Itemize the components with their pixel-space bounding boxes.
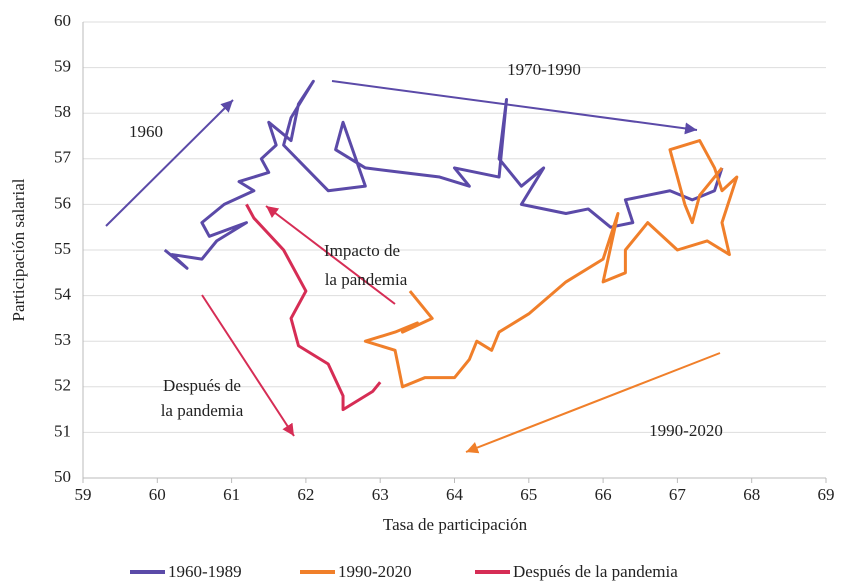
y-tick-label: 57 (54, 148, 72, 167)
x-tick-label: 59 (75, 485, 92, 504)
x-axis-label: Tasa de participación (383, 515, 528, 534)
annotation: la pandemia (161, 401, 244, 420)
x-tick-label: 69 (818, 485, 835, 504)
annotation-arrow (331, 80, 698, 135)
x-tick-label: 67 (669, 485, 687, 504)
y-tick-label: 55 (54, 239, 71, 258)
y-tick-label: 51 (54, 421, 71, 440)
x-tick-label: 68 (743, 485, 760, 504)
annotation: 1960 (129, 122, 163, 141)
y-tick-label: 50 (54, 467, 71, 486)
x-tick-label: 63 (372, 485, 389, 504)
x-tick-label: 60 (149, 485, 166, 504)
annotation-arrow (105, 99, 234, 227)
annotation: 1990-2020 (649, 421, 723, 440)
annotation: la pandemia (325, 270, 408, 289)
legend-label: Después de la pandemia (513, 562, 678, 581)
annotation-arrow (265, 205, 396, 305)
y-tick-label: 54 (54, 285, 72, 304)
x-tick-label: 66 (595, 485, 612, 504)
series-line (163, 79, 724, 270)
y-tick-label: 52 (54, 376, 71, 395)
y-tick-label: 60 (54, 11, 71, 30)
series-line (245, 203, 382, 412)
y-tick-label: 59 (54, 57, 71, 76)
annotation: Impacto de (324, 241, 400, 260)
y-tick-label: 53 (54, 330, 71, 349)
y-tick-label: 58 (54, 102, 71, 121)
legend-label: 1990-2020 (338, 562, 412, 581)
x-tick-label: 65 (520, 485, 537, 504)
y-axis-label: Participación salarial (9, 178, 28, 321)
x-tick-label: 62 (297, 485, 314, 504)
annotation: 1970-1990 (507, 60, 581, 79)
x-tick-label: 64 (446, 485, 464, 504)
annotation-arrow (465, 352, 721, 454)
series-line (363, 139, 739, 389)
annotation: Después de (163, 376, 241, 395)
x-tick-label: 61 (223, 485, 240, 504)
legend-label: 1960-1989 (168, 562, 242, 581)
annotation-arrow (201, 294, 295, 437)
y-tick-label: 56 (54, 193, 71, 212)
